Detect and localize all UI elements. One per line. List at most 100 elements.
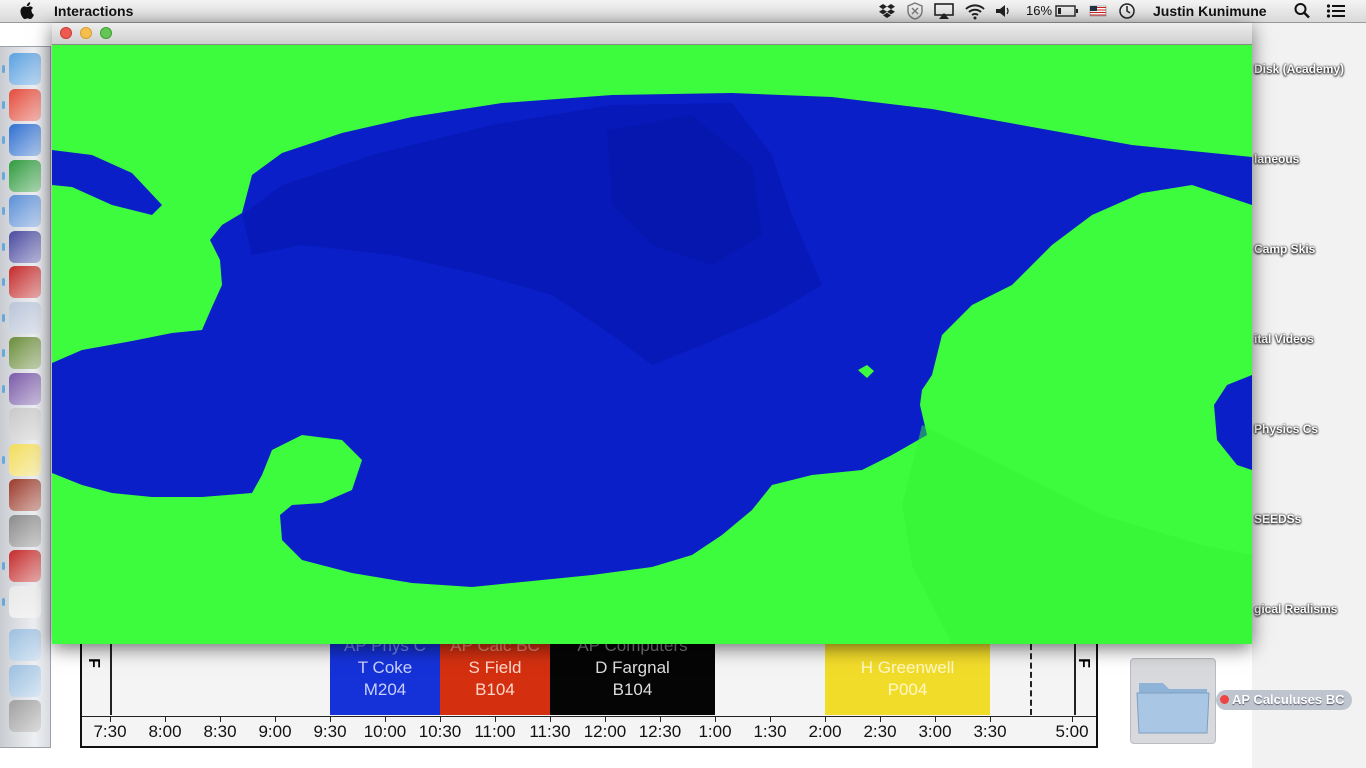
spotlight-search-icon[interactable]: [1294, 2, 1310, 20]
close-button[interactable]: [60, 27, 72, 39]
folder-icon: [1136, 683, 1210, 734]
us-flag-input-icon[interactable]: [1089, 2, 1107, 20]
timeline-label: 9:30: [313, 722, 347, 741]
block-room: M204: [363, 680, 407, 699]
running-indicator: [2, 136, 5, 144]
desktop-item-label[interactable]: ital Videos: [1254, 332, 1314, 346]
time-machine-icon[interactable]: [1118, 2, 1136, 20]
menu-bar: Interactions 16% Justin Kunimune: [0, 0, 1366, 23]
timeline-label: 3:00: [918, 722, 952, 741]
shield-icon[interactable]: [906, 2, 924, 20]
trash-icon[interactable]: [9, 700, 41, 732]
timeline-label: 8:00: [148, 722, 182, 741]
timeline-tick: [550, 716, 551, 722]
timeline-label: 1:00: [698, 722, 732, 741]
timeline-label: 1:30: [753, 722, 787, 741]
timeline-tick: [110, 716, 111, 722]
volume-icon[interactable]: [995, 2, 1011, 20]
timeline-label: 9:00: [258, 722, 292, 741]
stickies-icon[interactable]: [9, 443, 41, 476]
excel-icon[interactable]: [9, 159, 41, 192]
keynote-icon[interactable]: [9, 195, 41, 227]
battery-percentage: 16%: [1026, 3, 1053, 18]
desktop-item-label[interactable]: gical Realisms: [1254, 602, 1338, 616]
timeline-tick: [330, 716, 331, 722]
timeline-label: 2:00: [808, 722, 842, 741]
running-indicator: [2, 597, 5, 606]
timeline-tick: [825, 716, 826, 722]
notification-center-icon[interactable]: [1326, 2, 1346, 20]
running-indicator: [2, 278, 5, 286]
timeline-tick: [1072, 716, 1073, 722]
battery-icon[interactable]: [1055, 2, 1079, 20]
desktop-item-label[interactable]: Disk (Academy): [1254, 62, 1345, 76]
running-indicator: [2, 455, 5, 464]
airplay-icon[interactable]: [934, 2, 954, 20]
running-indicator: [2, 242, 5, 251]
timeline-label: 12:30: [638, 722, 682, 741]
desktop-item-label[interactable]: laneous: [1254, 152, 1300, 166]
timeline-tick: [275, 716, 276, 722]
desktop-item-label[interactable]: Camp Skis: [1254, 242, 1316, 256]
timeline-axis: [82, 716, 1096, 717]
user-name[interactable]: Justin Kunimune: [1153, 3, 1267, 19]
jgrasp-icon[interactable]: [9, 266, 41, 298]
minecraft-icon[interactable]: [9, 337, 41, 369]
timeline-label: 10:30: [418, 722, 462, 741]
timeline-label: 2:30: [863, 722, 897, 741]
folder-label[interactable]: AP Calculuses BC: [1216, 690, 1353, 710]
timeline-tick: [990, 716, 991, 722]
timeline-label: 8:30: [203, 722, 237, 741]
running-indicator: [2, 349, 5, 357]
running-indicator: [2, 207, 5, 215]
chrome-icon[interactable]: [9, 88, 41, 121]
timeline-label: 11:00: [474, 722, 516, 741]
block-room: B104: [475, 680, 515, 699]
downloads-folder-icon[interactable]: [9, 664, 41, 697]
imovie-icon[interactable]: [9, 230, 41, 263]
folder-label-text: AP Calculuses BC: [1232, 692, 1345, 707]
block-teacher: S Field: [468, 658, 522, 677]
system-preferences-icon[interactable]: [9, 514, 41, 547]
app-menu-name[interactable]: Interactions: [54, 3, 134, 19]
block-teacher: D Fargnal: [595, 658, 670, 677]
timeline-tick: [165, 716, 166, 722]
grapher-icon[interactable]: [9, 301, 41, 334]
timeline-label: 11:30: [529, 722, 571, 741]
timeline-label: 7:30: [93, 722, 127, 741]
timeline-label: 10:00: [363, 722, 407, 741]
running-indicator: [2, 313, 5, 322]
timeline-tick: [935, 716, 936, 722]
block-teacher: H Greenwell: [860, 658, 955, 677]
simulation-canvas[interactable]: [52, 45, 1252, 644]
word-icon[interactable]: [9, 124, 41, 156]
dropbox-icon[interactable]: [878, 2, 896, 20]
jgrasp-icon-2[interactable]: [9, 550, 41, 582]
minimize-button[interactable]: [80, 27, 92, 39]
window-titlebar[interactable]: [52, 23, 1252, 45]
block-teacher: T Coke: [357, 658, 413, 677]
github-icon[interactable]: [9, 372, 41, 405]
java-icon[interactable]: [9, 585, 41, 618]
applications-folder-icon[interactable]: [9, 629, 41, 661]
timeline-label: 5:00: [1055, 722, 1089, 741]
desktop-item-label[interactable]: Physics Cs: [1254, 422, 1319, 436]
timeline-tick: [605, 716, 606, 722]
wifi-icon[interactable]: [964, 2, 986, 20]
desktop: [1252, 23, 1366, 768]
water-shade-region: [607, 115, 762, 265]
timeline-tick: [440, 716, 441, 722]
dictionary-icon[interactable]: [9, 479, 41, 511]
folder-item[interactable]: [1130, 658, 1216, 744]
calculator-icon[interactable]: [9, 408, 41, 440]
terrain-map: [52, 45, 1252, 644]
schedule-block: AP Phys C T Coke M204: [330, 636, 440, 715]
timeline-tick: [660, 716, 661, 722]
finder-icon[interactable]: [9, 53, 41, 85]
zoom-button[interactable]: [100, 27, 112, 39]
apple-menu-icon[interactable]: [20, 2, 36, 19]
running-indicator: [2, 100, 5, 109]
schedule-block: H Greenwell P004: [825, 644, 990, 715]
desktop-item-label[interactable]: SEEDSs: [1254, 512, 1302, 526]
block-room: P004: [887, 680, 928, 699]
